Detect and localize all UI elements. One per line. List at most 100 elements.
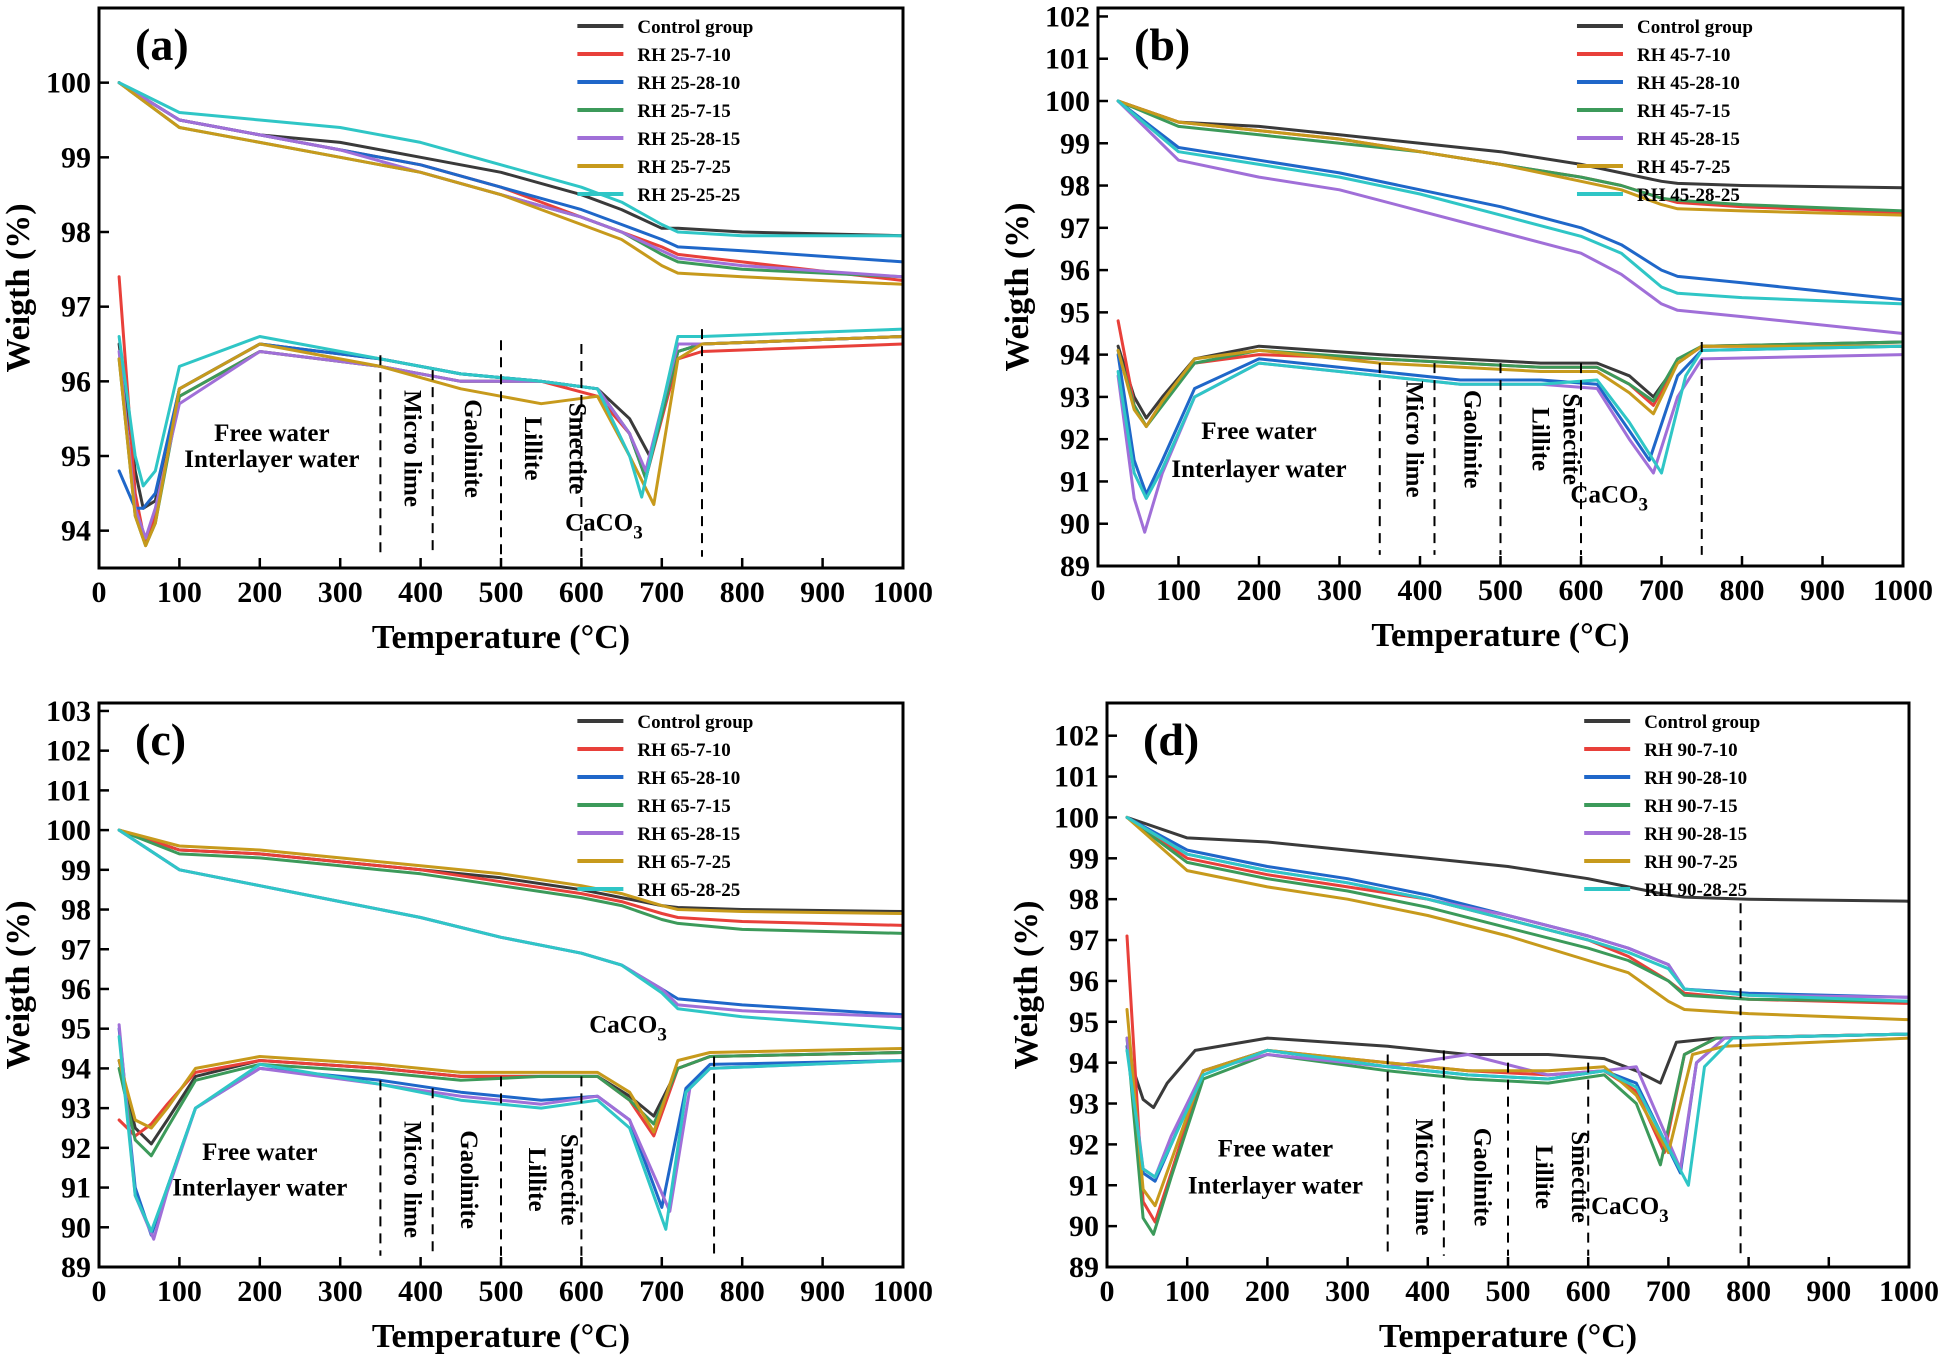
y-tick-label-d-5: 94 (1069, 1047, 1099, 1080)
legend-label-b-4: RH 45-28-15 (1637, 129, 1740, 150)
series-line-tg-d-6 (1125, 815, 1911, 1003)
caco3-subscript-d: 3 (1659, 1206, 1669, 1227)
y-tick-label-d-12: 101 (1054, 761, 1099, 794)
series-line-tg-b-6 (1116, 99, 1905, 306)
region-label-b-1: Interlayer water (1171, 456, 1346, 483)
legend-label-c-1: RH 65-7-10 (637, 740, 730, 761)
y-tick-label-b-3: 92 (1060, 423, 1090, 456)
legend-label-b-3: RH 45-7-15 (1637, 101, 1730, 122)
series-line-dtg-d-3 (1125, 1032, 1911, 1236)
series-line-dtg-d-5 (1125, 1008, 1911, 1208)
series-line-tg-d-4 (1125, 815, 1911, 999)
y-tick-label-b-13: 102 (1045, 0, 1090, 33)
y-tick-label-b-12: 101 (1045, 43, 1090, 76)
legend-label-a-5: RH 25-7-25 (637, 157, 730, 178)
region-label-a-4: Lillite (519, 417, 546, 481)
x-tick-label-d-1: 100 (1165, 1275, 1210, 1308)
y-axis-title-a: Weigth (%) (0, 203, 37, 372)
caco3-label-d: CaCO3 (1591, 1193, 1669, 1227)
legend-label-d-3: RH 90-7-15 (1644, 796, 1737, 817)
y-tick-label-a-4: 98 (61, 216, 91, 249)
legend-label-b-2: RH 45-28-10 (1637, 73, 1740, 94)
y-tick-label-d-3: 92 (1069, 1128, 1099, 1161)
y-tick-label-c-5: 94 (61, 1052, 91, 1085)
x-tick-label-b-4: 400 (1398, 574, 1443, 607)
legend-label-a-1: RH 25-7-10 (637, 45, 730, 66)
y-tick-label-c-9: 98 (61, 894, 91, 927)
series-line-tg-d-2 (1125, 815, 1911, 999)
panel-label-c: (c) (135, 714, 186, 765)
series-line-dtg-b-2 (1116, 344, 1905, 496)
series-line-dtg-a-1 (117, 275, 905, 548)
legend-label-c-5: RH 65-7-25 (637, 852, 730, 873)
series-line-tg-a-0 (117, 81, 905, 238)
panel-label-b: (b) (1134, 19, 1190, 70)
y-tick-label-b-5: 94 (1060, 339, 1090, 372)
y-tick-label-a-0: 94 (61, 515, 91, 548)
series-line-tg-c-5 (117, 828, 905, 915)
y-tick-label-a-6: 100 (46, 67, 91, 100)
x-axis-title-a: Temperature (°C) (372, 619, 630, 656)
x-tick-label-c-10: 1000 (873, 1275, 933, 1308)
region-label-c-2: Micro lime (399, 1121, 426, 1238)
series-line-tg-d-3 (1125, 815, 1911, 1003)
series-line-tg-a-6 (117, 81, 905, 238)
region-label-c-4: Lillite (523, 1148, 550, 1212)
y-tick-label-d-4: 93 (1069, 1088, 1099, 1121)
x-tick-label-d-7: 700 (1646, 1275, 1691, 1308)
x-tick-label-a-6: 600 (559, 576, 604, 609)
legend-label-b-0: Control group (1637, 17, 1753, 38)
caco3-subscript-c: 3 (657, 1025, 667, 1046)
x-tick-label-d-8: 800 (1726, 1275, 1771, 1308)
x-tick-label-d-2: 200 (1245, 1275, 1290, 1308)
region-label-d-5: Smectite (1566, 1131, 1593, 1223)
legend-label-c-6: RH 65-28-25 (637, 880, 740, 901)
y-tick-label-d-13: 102 (1054, 720, 1099, 753)
series-line-tg-d-5 (1125, 815, 1911, 1022)
y-axis-title-d: Weigth (%) (1008, 900, 1045, 1069)
y-tick-label-c-10: 99 (61, 854, 91, 887)
legend-label-b-5: RH 45-7-25 (1637, 157, 1730, 178)
x-tick-label-c-5: 500 (479, 1275, 524, 1308)
x-tick-label-b-10: 1000 (1873, 574, 1933, 607)
region-label-d-3: Gaolinite (1468, 1128, 1495, 1227)
y-tick-label-c-2: 91 (61, 1172, 91, 1205)
y-tick-label-c-6: 95 (61, 1013, 91, 1046)
x-tick-label-d-0: 0 (1100, 1275, 1115, 1308)
y-tick-label-b-7: 96 (1060, 254, 1090, 287)
x-tick-label-b-7: 700 (1639, 574, 1684, 607)
legend-label-a-6: RH 25-25-25 (637, 185, 740, 206)
series-line-tg-a-3 (117, 81, 905, 279)
region-label-c-1: Interlayer water (172, 1175, 347, 1202)
y-tick-label-d-0: 89 (1069, 1251, 1099, 1284)
y-tick-label-a-2: 96 (61, 365, 91, 398)
x-tick-label-a-2: 200 (237, 576, 282, 609)
panel-label-d: (d) (1143, 714, 1199, 765)
x-tick-label-c-9: 900 (800, 1275, 845, 1308)
x-tick-label-a-0: 0 (92, 576, 107, 609)
region-label-c-5: Smectite (555, 1134, 582, 1226)
legend-label-d-2: RH 90-28-10 (1644, 768, 1747, 789)
x-tick-label-a-4: 400 (398, 576, 443, 609)
y-tick-label-b-6: 95 (1060, 296, 1090, 329)
x-tick-label-c-8: 800 (720, 1275, 765, 1308)
y-tick-label-b-11: 100 (1045, 85, 1090, 118)
x-tick-label-a-7: 700 (639, 576, 684, 609)
legend-label-d-1: RH 90-7-10 (1644, 740, 1737, 761)
y-tick-label-c-4: 93 (61, 1092, 91, 1125)
region-label-b-3: Gaolinite (1458, 390, 1485, 489)
y-axis-title-c: Weigth (%) (0, 900, 37, 1069)
panel-d: 0 100 200 300 400 500 600 700 800 900 1000 89 90 91 92… (1008, 701, 1939, 1355)
region-label-d-4: Lillite (1530, 1145, 1557, 1209)
series-line-tg-c-0 (117, 828, 905, 913)
y-tick-label-a-3: 97 (61, 291, 91, 324)
x-tick-label-a-9: 900 (800, 576, 845, 609)
x-tick-label-b-3: 300 (1317, 574, 1362, 607)
x-tick-label-c-3: 300 (318, 1275, 363, 1308)
region-label-a-1: Interlayer water (184, 446, 359, 473)
x-tick-label-c-7: 700 (639, 1275, 684, 1308)
caco3-label-a: CaCO3 (565, 510, 643, 544)
region-label-b-2: Micro lime (1400, 381, 1427, 498)
x-axis-title-d: Temperature (°C) (1379, 1318, 1637, 1355)
region-label-a-2: Micro lime (399, 390, 426, 507)
